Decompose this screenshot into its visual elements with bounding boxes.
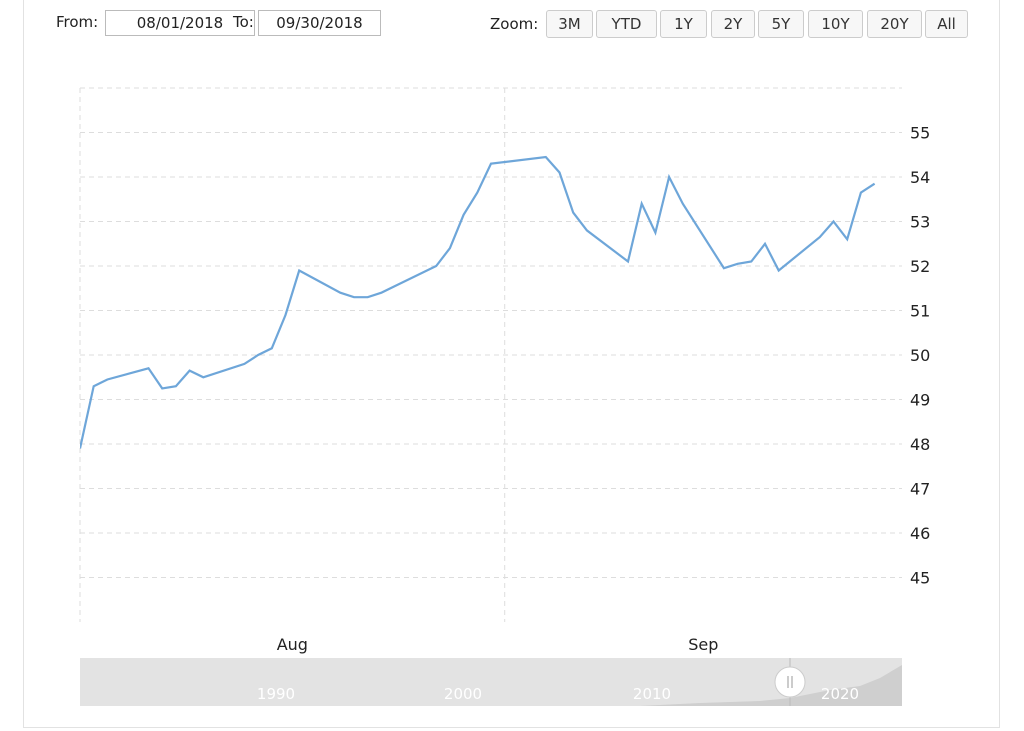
navigator[interactable] [80, 658, 902, 706]
y-tick-label: 47 [910, 480, 930, 499]
y-tick-label: 51 [910, 302, 930, 321]
data-line [80, 155, 876, 449]
navigator-label: 2020 [821, 685, 859, 703]
navigator-label: 2010 [633, 685, 671, 703]
zoom-label: Zoom: [490, 15, 539, 33]
zoom-button[interactable]: 20Y [867, 10, 922, 38]
x-tick-label: Aug [277, 635, 308, 654]
zoom-button[interactable]: 5Y [758, 10, 804, 38]
to-input[interactable]: 09/30/2018 [258, 10, 381, 36]
zoom-button[interactable]: All [925, 10, 968, 38]
navigator-label: 1990 [257, 685, 295, 703]
zoom-button[interactable]: 2Y [711, 10, 755, 38]
y-tick-label: 49 [910, 391, 930, 410]
zoom-button[interactable]: 10Y [808, 10, 863, 38]
y-tick-label: 46 [910, 524, 930, 543]
zoom-button[interactable]: YTD [596, 10, 657, 38]
zoom-button[interactable]: 3M [546, 10, 593, 38]
y-tick-label: 45 [910, 569, 930, 588]
y-tick-label: 50 [910, 346, 930, 365]
x-tick-label: Sep [688, 635, 718, 654]
y-tick-label: 48 [910, 435, 930, 454]
y-tick-label: 53 [910, 213, 930, 232]
y-tick-label: 55 [910, 124, 930, 143]
navigator-label: 2000 [444, 685, 482, 703]
from-label: From: [56, 13, 99, 31]
to-label: To: [233, 13, 254, 31]
navigator-handle[interactable] [774, 666, 806, 698]
zoom-button[interactable]: 1Y [660, 10, 707, 38]
from-input[interactable]: 08/01/2018 [105, 10, 255, 36]
navigator-series [640, 665, 902, 706]
y-tick-label: 52 [910, 257, 930, 276]
y-tick-label: 54 [910, 168, 930, 187]
frame [23, 0, 1000, 728]
